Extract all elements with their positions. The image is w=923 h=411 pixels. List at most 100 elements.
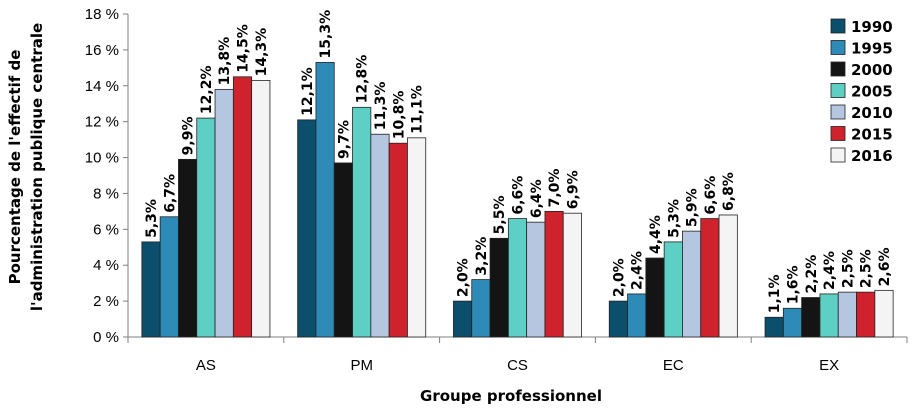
data-label: 10,8% <box>391 91 407 140</box>
data-label: 1,1% <box>767 274 783 313</box>
data-label: 9,9% <box>181 117 197 156</box>
bar <box>562 212 582 338</box>
bar <box>489 237 509 338</box>
data-label: 9,7% <box>336 120 352 159</box>
data-labels: 5,3% 12,1% 2,0% 2,0% 1,1% 6,7% 15,3% 3,2% 2,4% 1,… <box>144 10 893 313</box>
data-label: 5,9% <box>685 188 701 227</box>
bar <box>856 291 876 338</box>
bar <box>453 300 473 338</box>
data-label: 6,6% <box>511 176 527 215</box>
bar <box>682 230 702 338</box>
legend-label: 2005 <box>851 83 893 101</box>
data-label: 6,7% <box>162 174 178 213</box>
data-label: 12,2% <box>199 65 215 114</box>
data-label: 2,5% <box>859 249 875 288</box>
x-tick-label: EC <box>663 357 684 374</box>
y-axis: 0 % 2 % 4 % 6 % 8 % 10 % 12 % 14 % 16 % 18 % <box>85 6 129 346</box>
data-label: 5,3% <box>144 199 160 238</box>
bar <box>141 241 161 338</box>
legend-swatch <box>830 18 846 34</box>
bar <box>874 289 894 338</box>
data-label: 13,8% <box>217 37 233 86</box>
bar <box>526 221 546 338</box>
legend-swatch <box>830 147 846 163</box>
bar <box>700 218 720 338</box>
data-label: 15,3% <box>318 10 334 59</box>
data-label: 12,8% <box>355 55 371 104</box>
data-label: 2,0% <box>611 258 627 297</box>
legend-label: 2015 <box>851 126 893 144</box>
data-label: 1,6% <box>786 265 802 304</box>
legend-label: 2010 <box>851 104 893 122</box>
y-tick-label: 14 % <box>85 78 119 95</box>
data-label: 5,5% <box>492 195 508 234</box>
data-label: 5,3% <box>666 199 682 238</box>
x-axis-title: Groupe professionnel <box>420 387 602 405</box>
y-tick-label: 4 % <box>93 257 119 274</box>
x-tick-label: AS <box>196 357 216 374</box>
bar <box>819 293 839 338</box>
bar <box>782 307 803 338</box>
y-axis-title: Pourcentage de l'effectif de l'administr… <box>6 23 46 311</box>
data-label: 11,1% <box>410 85 426 134</box>
y-axis-title-line-2: l'administration publique centrale <box>28 23 46 311</box>
data-label: 2,4% <box>822 251 838 290</box>
data-label: 2,0% <box>456 258 472 297</box>
legend-swatch <box>830 83 846 98</box>
legend-label: 2016 <box>851 147 893 165</box>
legend-label: 1995 <box>851 40 893 58</box>
y-tick-label: 6 % <box>93 221 119 238</box>
bar <box>407 137 427 338</box>
legend-swatch <box>830 61 846 77</box>
y-tick-label: 8 % <box>93 185 119 202</box>
bar <box>370 133 390 338</box>
bar <box>801 297 821 338</box>
bar <box>507 218 528 338</box>
bar <box>214 88 234 338</box>
legend-swatch <box>830 126 846 141</box>
data-label: 6,8% <box>721 172 737 211</box>
bar <box>159 216 179 338</box>
data-label: 2,2% <box>804 255 820 294</box>
y-axis-title-line-1: Pourcentage de l'effectif de <box>6 50 24 285</box>
data-label: 2,6% <box>877 248 893 287</box>
bar <box>297 119 317 338</box>
y-tick-label: 12 % <box>85 114 119 131</box>
y-tick-label: 16 % <box>85 42 119 59</box>
bar <box>196 117 216 338</box>
x-tick-label: CS <box>507 357 528 374</box>
data-label: 4,4% <box>648 215 664 254</box>
data-label: 7,0% <box>547 169 563 208</box>
x-tick-label: PM <box>350 357 373 374</box>
legend-swatch <box>830 104 846 120</box>
bar <box>764 316 784 338</box>
legend-label: 2000 <box>851 61 893 79</box>
y-tick-label: 2 % <box>93 293 119 310</box>
y-tick-label: 18 % <box>85 6 119 23</box>
bar <box>645 257 665 338</box>
bar <box>544 210 564 338</box>
y-tick-label: 10 % <box>85 150 119 167</box>
x-axis: AS PM CS EC EX <box>127 336 908 374</box>
bar <box>837 291 857 338</box>
x-tick-label: EX <box>819 357 839 374</box>
bars <box>141 62 894 338</box>
data-label: 2,4% <box>630 251 646 290</box>
bar <box>663 241 683 338</box>
bar <box>352 106 372 338</box>
data-label: 11,3% <box>373 82 389 131</box>
legend-label: 1990 <box>851 18 893 36</box>
bar <box>315 62 335 338</box>
bar <box>718 214 738 338</box>
bar <box>388 142 408 338</box>
legend-swatch <box>830 40 846 55</box>
bar <box>251 79 271 338</box>
data-label: 6,6% <box>703 176 719 215</box>
legend: 1990 1995 2000 2005 2010 2015 2016 <box>830 18 893 165</box>
y-tick-label: 0 % <box>93 329 119 346</box>
bar <box>232 76 253 338</box>
data-label: 2,5% <box>840 249 856 288</box>
data-label: 6,4% <box>529 179 545 218</box>
bar <box>627 293 647 338</box>
